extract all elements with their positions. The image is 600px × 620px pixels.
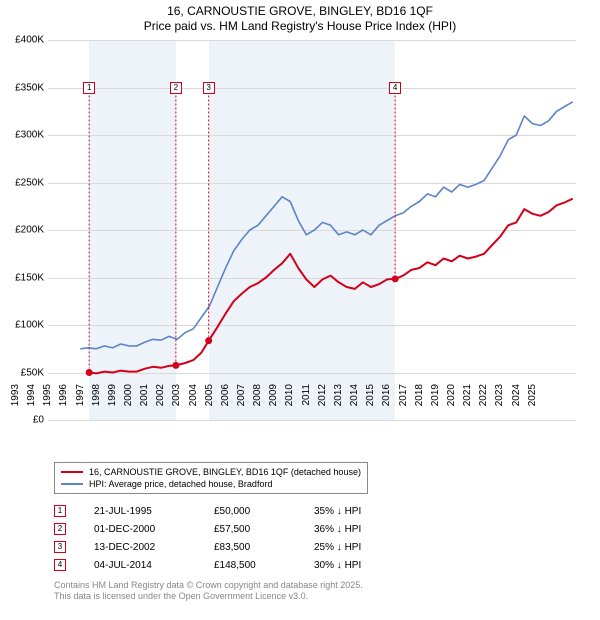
transaction-row: 1 21-JUL-1995£50,00035% ↓ HPI <box>54 502 414 520</box>
legend-swatch <box>61 471 83 473</box>
transaction-delta: 35% ↓ HPI <box>314 506 414 517</box>
x-axis-tick-label: 1993 <box>10 384 21 424</box>
transaction-row: 3 13-DEC-2002£83,50025% ↓ HPI <box>54 538 414 556</box>
transaction-delta: 25% ↓ HPI <box>314 542 414 553</box>
x-axis-tick-label: 1994 <box>26 384 37 424</box>
footer-line-1: Contains HM Land Registry data © Crown c… <box>54 580 363 591</box>
transaction-marker-dot <box>205 337 212 344</box>
title-line-2: Price paid vs. HM Land Registry's House … <box>0 19 600 34</box>
y-axis-tick-label: £200K <box>15 225 44 236</box>
chart-svg <box>48 40 576 420</box>
transaction-number-box: 1 <box>54 505 66 517</box>
transaction-date: 21-JUL-1995 <box>94 506 214 517</box>
transaction-price: £50,000 <box>214 506 314 517</box>
chart-container: 16, CARNOUSTIE GROVE, BINGLEY, BD16 1QF … <box>0 0 600 620</box>
transaction-number-box: 3 <box>54 541 66 553</box>
y-axis-tick-label: £300K <box>15 130 44 141</box>
y-axis-tick-label: £400K <box>15 35 44 46</box>
y-axis-tick-label: £100K <box>15 320 44 331</box>
y-axis-tick-label: £350K <box>15 82 44 93</box>
transaction-number-box: 2 <box>54 523 66 535</box>
transaction-row: 4 04-JUL-2014£148,50030% ↓ HPI <box>54 556 414 574</box>
transaction-date: 04-JUL-2014 <box>94 560 214 571</box>
transaction-date: 01-DEC-2000 <box>94 524 214 535</box>
transaction-number-box: 4 <box>54 559 66 571</box>
legend: 16, CARNOUSTIE GROVE, BINGLEY, BD16 1QF … <box>54 462 368 494</box>
transaction-price: £148,500 <box>214 560 314 571</box>
footer-line-2: This data is licensed under the Open Gov… <box>54 591 363 602</box>
legend-label: 16, CARNOUSTIE GROVE, BINGLEY, BD16 1QF … <box>89 466 361 478</box>
legend-label: HPI: Average price, detached house, Brad… <box>89 478 272 490</box>
transaction-marker-dot <box>86 369 93 376</box>
transaction-date: 13-DEC-2002 <box>94 542 214 553</box>
transaction-row: 2 01-DEC-2000£57,50036% ↓ HPI <box>54 520 414 538</box>
legend-item: 16, CARNOUSTIE GROVE, BINGLEY, BD16 1QF … <box>61 466 361 478</box>
transaction-table: 1 21-JUL-1995£50,00035% ↓ HPI 2 01-DEC-2000… <box>54 502 414 574</box>
y-axis-tick-label: £250K <box>15 177 44 188</box>
y-axis-tick-label: £150K <box>15 272 44 283</box>
transaction-marker-dot <box>392 275 399 282</box>
transaction-marker-dot <box>172 362 179 369</box>
transaction-price: £83,500 <box>214 542 314 553</box>
y-axis-tick-label: £50K <box>21 367 44 378</box>
title-block: 16, CARNOUSTIE GROVE, BINGLEY, BD16 1QF … <box>0 0 600 34</box>
transaction-delta: 30% ↓ HPI <box>314 560 414 571</box>
legend-swatch <box>61 483 83 485</box>
footer-attribution: Contains HM Land Registry data © Crown c… <box>54 580 363 602</box>
transaction-delta: 36% ↓ HPI <box>314 524 414 535</box>
legend-item: HPI: Average price, detached house, Brad… <box>61 478 361 490</box>
transaction-price: £57,500 <box>214 524 314 535</box>
series-hpi <box>80 102 573 349</box>
title-line-1: 16, CARNOUSTIE GROVE, BINGLEY, BD16 1QF <box>0 4 600 19</box>
chart-plot-area: £0£50K£100K£150K£200K£250K£300K£350K£400… <box>48 40 576 420</box>
